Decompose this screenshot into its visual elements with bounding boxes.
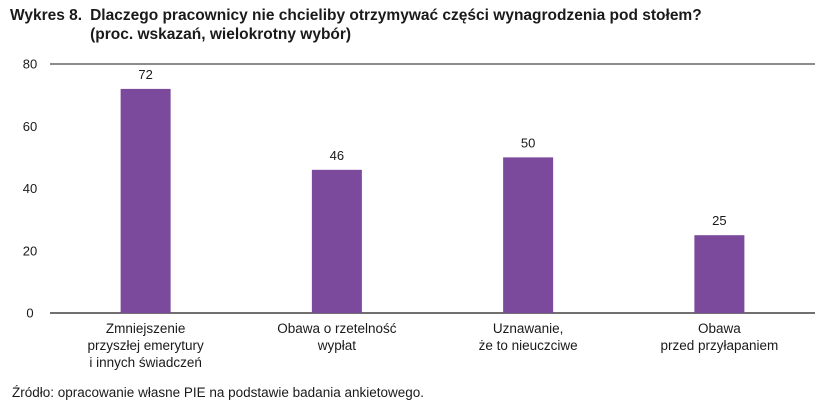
chart-grid xyxy=(50,63,815,314)
figure-title-line-1: Dlaczego pracownicy nie chcieliby otrzym… xyxy=(90,7,702,24)
category-label: Obawa xyxy=(698,321,741,336)
category-label: przyszłej emerytury xyxy=(87,338,204,353)
y-tick-label: 40 xyxy=(23,181,37,196)
category-label: że to nieuczciwe xyxy=(479,338,578,353)
bar-value-label: 72 xyxy=(138,67,152,82)
category-label: przed przyłapaniem xyxy=(660,338,778,353)
bar-value-label: 46 xyxy=(330,148,344,163)
source-note: Źródło: opracowanie własne PIE na podsta… xyxy=(12,385,425,400)
y-tick-label: 80 xyxy=(23,57,37,72)
bar xyxy=(503,157,554,313)
category-label: Uznawanie, xyxy=(493,321,564,336)
category-label: wypłat xyxy=(317,338,357,353)
y-tick-label: 0 xyxy=(26,306,33,321)
bar-value-label: 25 xyxy=(712,213,726,228)
chart-bars xyxy=(120,88,745,314)
category-labels: Zmniejszenie przyszłej emerytury i innych … xyxy=(87,321,778,370)
figure-title-line-2: (proc. wskazań, wielokrotny wybór) xyxy=(90,26,352,43)
category-label: i innych świadczeń xyxy=(89,355,202,370)
figure-number: Wykres 8. xyxy=(10,7,83,24)
figure-title: Wykres 8. Dlaczego pracownicy nie chciel… xyxy=(10,6,810,44)
category-label: Obawa o rzetelność xyxy=(277,321,397,336)
bar xyxy=(311,169,362,313)
bar xyxy=(120,88,171,314)
bar-value-label: 50 xyxy=(521,135,535,150)
bar xyxy=(694,235,745,313)
category-label: Zmniejszenie xyxy=(106,321,186,336)
y-axis-ticks: 0 20 40 60 80 xyxy=(23,57,37,321)
y-tick-label: 60 xyxy=(23,119,37,134)
value-labels: 72 46 50 25 xyxy=(138,67,726,228)
y-tick-label: 20 xyxy=(23,243,37,258)
